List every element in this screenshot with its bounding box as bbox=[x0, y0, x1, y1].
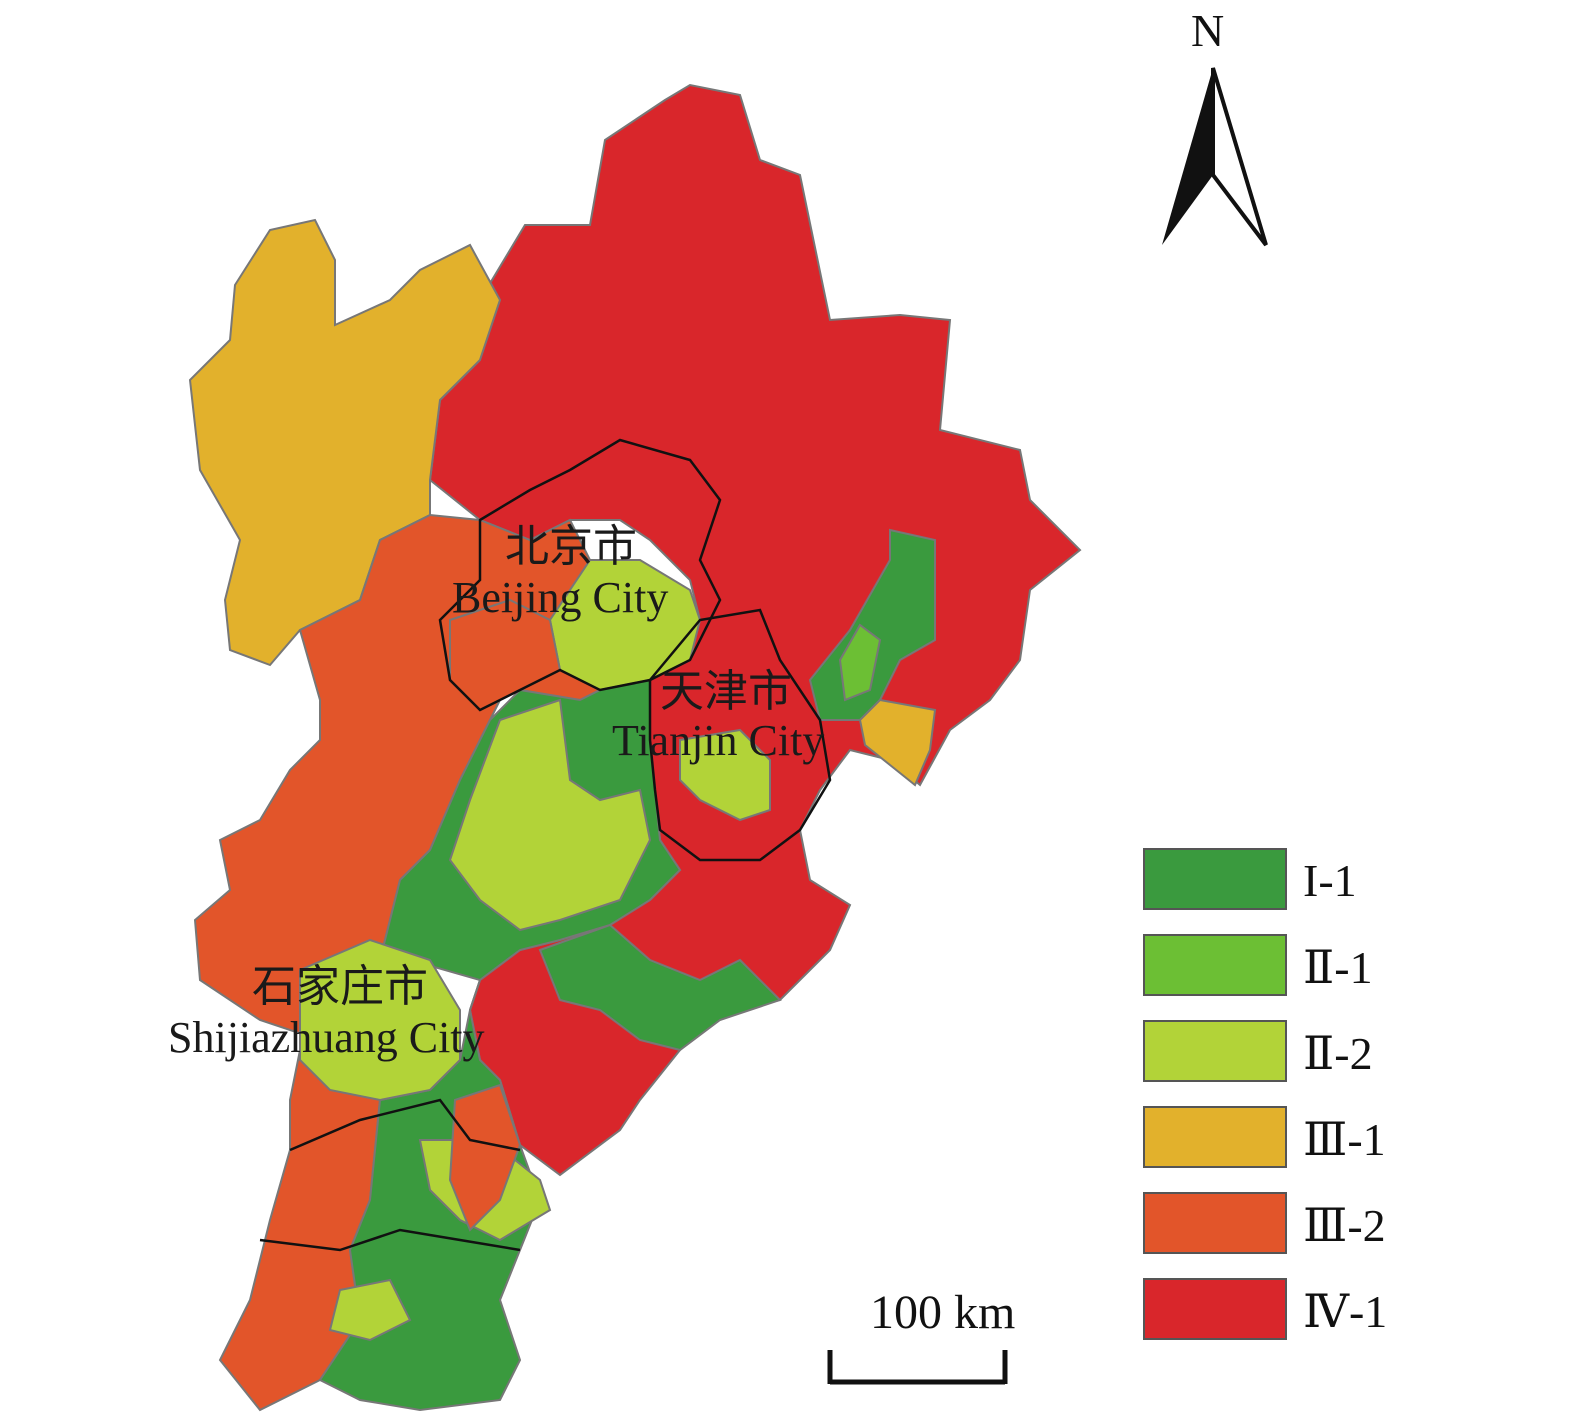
region-iii-1-northwest bbox=[188, 218, 502, 667]
legend-label: Ⅳ-1 bbox=[1303, 1286, 1388, 1337]
legend-item: Ⅲ-2 bbox=[1143, 1192, 1443, 1258]
legend-swatch bbox=[1143, 934, 1287, 996]
city-label-tianjin-cn: 天津市 bbox=[660, 667, 792, 716]
legend-label: Ⅲ-1 bbox=[1303, 1114, 1386, 1165]
region-ii-2-far-south bbox=[328, 1278, 412, 1342]
legend-item: Ⅳ-1 bbox=[1143, 1278, 1443, 1344]
region-ii-1-east bbox=[838, 623, 882, 702]
boundary-beijing bbox=[438, 438, 722, 712]
legend-label: Ⅲ-2 bbox=[1303, 1200, 1386, 1251]
legend-item: I-1 bbox=[1143, 848, 1443, 914]
legend-swatch bbox=[1143, 1106, 1287, 1168]
legend-item: Ⅱ-1 bbox=[1143, 934, 1443, 1000]
north-arrow-icon bbox=[1162, 67, 1268, 247]
region-ii-2-tianjin bbox=[679, 728, 771, 822]
city-label-beijing-en: Beijing City bbox=[452, 573, 669, 622]
legend-swatch bbox=[1143, 848, 1287, 910]
legend-swatch bbox=[1143, 1192, 1287, 1254]
legend-swatch bbox=[1143, 1278, 1287, 1340]
legend-item: Ⅱ-2 bbox=[1143, 1020, 1443, 1086]
legend-label: I-1 bbox=[1303, 855, 1357, 906]
city-label-shijiazhuang-en: Shijiazhuang City bbox=[168, 1013, 485, 1062]
north-label: N bbox=[1191, 5, 1225, 56]
scale-label: 100 km bbox=[870, 1286, 1016, 1339]
legend-label: Ⅱ-2 bbox=[1303, 1028, 1373, 1079]
boundary-tianjin bbox=[648, 608, 832, 862]
region-iii-2-south-central bbox=[448, 1083, 522, 1232]
legend-label: Ⅱ-1 bbox=[1303, 942, 1373, 993]
region-iii-2-west bbox=[193, 513, 592, 1412]
region-i-1-southeast bbox=[538, 923, 782, 1052]
region-ii-2-shijiazhuang bbox=[299, 938, 461, 1102]
scale-bar-icon bbox=[827, 1350, 1008, 1385]
boundary-hebei-south bbox=[259, 1098, 521, 1252]
region-ii-2-central bbox=[448, 698, 652, 932]
region-iii-1-east bbox=[858, 698, 937, 787]
legend-swatch bbox=[1143, 1020, 1287, 1082]
legend-item: Ⅲ-1 bbox=[1143, 1106, 1443, 1172]
city-label-shijiazhuang-cn: 石家庄市 bbox=[252, 962, 428, 1011]
city-label-beijing-cn: 北京市 bbox=[505, 522, 637, 571]
city-label-tianjin-en: Tianjin City bbox=[612, 716, 825, 765]
